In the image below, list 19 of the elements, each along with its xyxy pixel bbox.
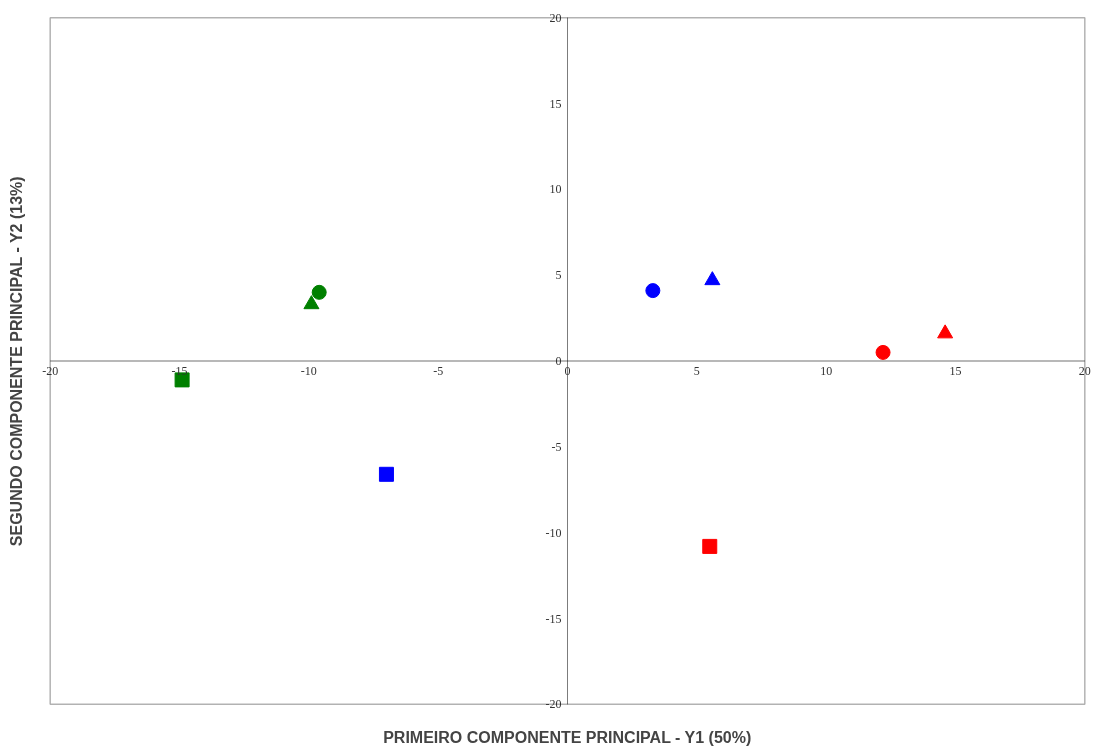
y-tick-label: -10 [545, 525, 562, 540]
x-tick-label: -10 [300, 364, 317, 378]
y-axis-title: SEGUNDO COMPONENTE PRINCIPAL - Y2 (13%) [7, 176, 25, 547]
y-tick-label: 0 [555, 354, 562, 368]
y-tick-label: -5 [551, 439, 562, 454]
x-tick-label: 15 [949, 364, 962, 378]
x-tick-label: 0 [564, 364, 571, 378]
y-tick-label: 5 [555, 268, 562, 283]
x-tick-label: 20 [1078, 364, 1091, 378]
x-tick-label: 5 [693, 364, 700, 378]
y-tick-label: 20 [549, 10, 562, 25]
x-tick-label: -5 [433, 364, 444, 378]
y-tick-label: 10 [549, 182, 562, 197]
y-tick-label: -20 [545, 697, 562, 712]
x-axis-title: PRIMEIRO COMPONENTE PRINCIPAL - Y1 (50%) [383, 728, 752, 746]
x-tick-label: 10 [820, 364, 833, 378]
x-tick-label: -20 [42, 364, 59, 378]
y-tick-label: 15 [549, 96, 562, 111]
y-tick-label: -15 [545, 611, 562, 626]
